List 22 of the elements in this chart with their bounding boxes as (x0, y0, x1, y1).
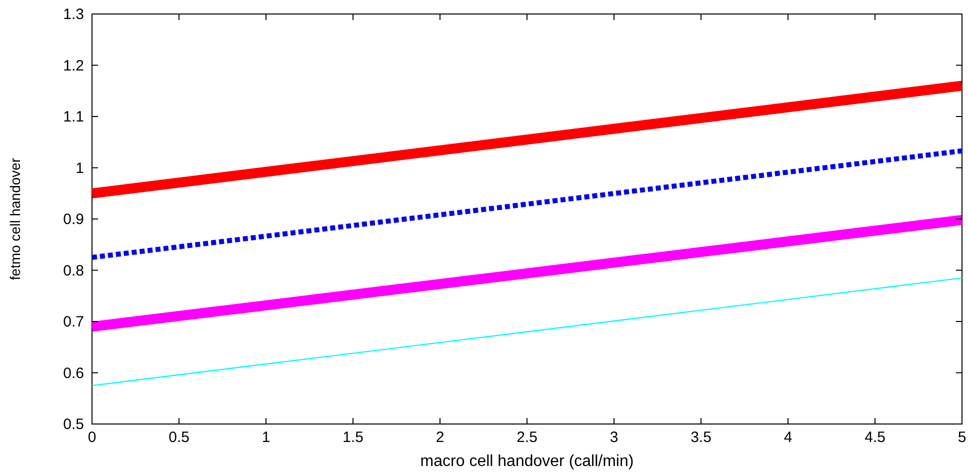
y-tick-label: 0.6 (63, 364, 84, 382)
x-tick-label: 0 (88, 429, 96, 446)
y-tick-label: 0.7 (63, 314, 84, 330)
y-tick-label: 1.1 (63, 108, 84, 126)
x-tick-label: 1 (262, 429, 270, 446)
y-tick-label: 0.9 (63, 211, 84, 228)
y-tick-label: 1.3 (63, 6, 84, 23)
x-tick-label: 3.5 (690, 429, 712, 446)
x-tick-label: 3 (610, 429, 618, 446)
y-tick-label: 0.8 (63, 262, 84, 280)
y-tick-label: 1.2 (63, 57, 84, 74)
y-axis-title: fetmo cell handover (7, 158, 23, 280)
x-axis-title: macro cell handover (call/min) (420, 453, 634, 470)
x-tick-label: 4.5 (864, 429, 886, 446)
x-tick-label: 4 (784, 429, 792, 446)
x-tick-label: 2 (436, 429, 444, 446)
x-tick-label: 5 (958, 429, 966, 446)
y-tick-label: 0.5 (63, 416, 84, 433)
x-tick-label: 0.5 (168, 429, 190, 446)
x-tick-label: 2.5 (516, 429, 538, 446)
y-tick-label: 1 (76, 160, 84, 177)
x-tick-label: 1.5 (342, 429, 364, 446)
